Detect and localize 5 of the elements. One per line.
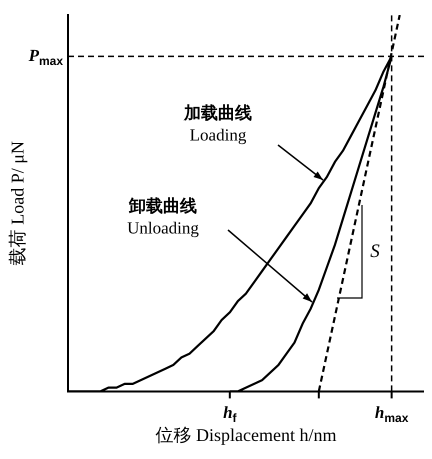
annotation: 加载曲线 Loading bbox=[183, 103, 252, 144]
x-axis-title: 位移 Displacement h/nm bbox=[156, 424, 336, 445]
annotation: S bbox=[370, 241, 380, 262]
y-axis-title: 载荷 Load P/ μN bbox=[8, 141, 28, 266]
annotation: 卸载曲线 Unloading bbox=[127, 196, 200, 238]
